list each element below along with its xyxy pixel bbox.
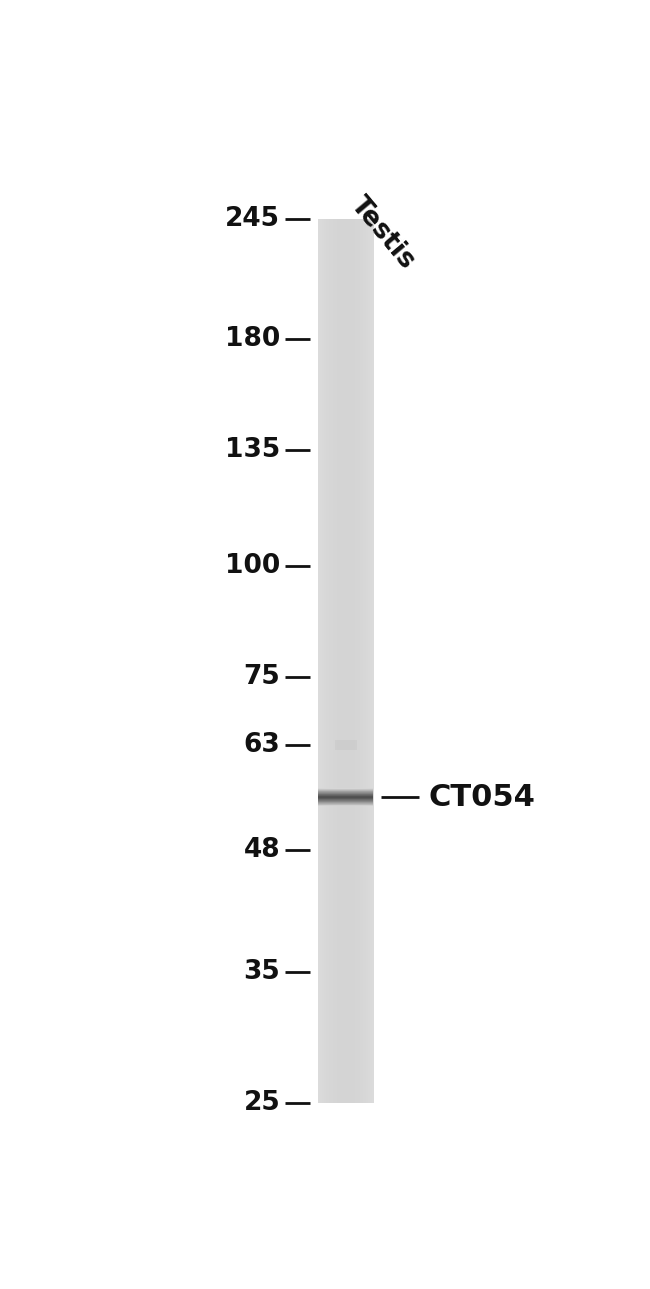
Bar — [369, 219, 370, 1102]
Bar — [363, 219, 364, 1102]
Bar — [337, 219, 338, 1102]
Bar — [370, 219, 371, 1102]
Bar — [341, 219, 342, 1102]
Bar — [353, 219, 354, 1102]
Bar — [335, 219, 336, 1102]
Bar — [324, 219, 326, 1102]
Bar — [320, 219, 321, 1102]
Bar — [335, 219, 337, 1102]
Bar — [371, 219, 372, 1102]
Bar — [328, 219, 330, 1102]
Bar — [365, 219, 367, 1102]
Text: 25: 25 — [244, 1089, 280, 1115]
Bar — [349, 219, 350, 1102]
Bar — [323, 219, 324, 1102]
Bar — [337, 219, 339, 1102]
Bar — [368, 219, 369, 1102]
Bar — [367, 219, 368, 1102]
Bar — [339, 219, 340, 1102]
Text: 245: 245 — [226, 206, 280, 232]
Bar — [319, 219, 320, 1102]
Bar — [332, 219, 333, 1102]
Bar — [330, 219, 331, 1102]
Bar — [328, 219, 329, 1102]
Bar — [358, 219, 359, 1102]
Bar — [331, 219, 332, 1102]
Bar — [344, 219, 345, 1102]
Bar — [333, 219, 335, 1102]
Bar — [361, 219, 363, 1102]
Bar — [357, 219, 358, 1102]
Bar — [341, 219, 343, 1102]
Bar — [344, 219, 346, 1102]
Bar — [318, 219, 320, 1102]
Bar — [339, 219, 341, 1102]
Bar — [351, 219, 352, 1102]
Bar — [318, 219, 319, 1102]
Bar — [370, 219, 372, 1102]
Bar — [330, 219, 332, 1102]
Bar — [358, 219, 359, 1102]
Bar — [343, 219, 344, 1102]
Bar — [350, 219, 351, 1102]
Bar — [367, 219, 369, 1102]
Bar — [348, 219, 349, 1102]
Text: 100: 100 — [225, 553, 280, 579]
Bar — [326, 219, 328, 1102]
Bar — [335, 740, 357, 750]
Bar — [359, 219, 360, 1102]
Bar — [362, 219, 363, 1102]
Bar — [326, 219, 327, 1102]
Bar — [347, 219, 348, 1102]
Text: 180: 180 — [225, 326, 280, 352]
Text: 135: 135 — [225, 437, 280, 463]
Bar — [325, 219, 326, 1102]
Bar — [361, 219, 362, 1102]
Bar — [356, 219, 358, 1102]
Bar — [324, 219, 325, 1102]
Bar — [345, 219, 346, 1102]
Bar — [359, 219, 361, 1102]
Bar — [322, 219, 323, 1102]
Bar — [327, 219, 328, 1102]
Bar — [321, 219, 322, 1102]
Text: 48: 48 — [244, 837, 280, 864]
Bar — [346, 219, 348, 1102]
Text: 35: 35 — [244, 959, 280, 985]
Bar — [340, 219, 341, 1102]
Bar — [366, 219, 367, 1102]
Bar — [336, 219, 337, 1102]
Bar — [372, 219, 374, 1102]
Text: 75: 75 — [244, 664, 280, 691]
Bar — [338, 219, 339, 1102]
Bar — [348, 219, 350, 1102]
Bar — [354, 219, 356, 1102]
Bar — [329, 219, 330, 1102]
Text: Testis: Testis — [346, 192, 421, 275]
Bar — [334, 219, 335, 1102]
Bar — [355, 219, 356, 1102]
Bar — [350, 219, 352, 1102]
Text: CT054: CT054 — [429, 782, 536, 812]
Bar — [352, 219, 353, 1102]
Bar — [364, 219, 365, 1102]
Text: 63: 63 — [244, 732, 280, 758]
Bar — [356, 219, 357, 1102]
Bar — [372, 219, 373, 1102]
Bar — [360, 219, 361, 1102]
Bar — [346, 219, 347, 1102]
Bar — [369, 219, 370, 1102]
